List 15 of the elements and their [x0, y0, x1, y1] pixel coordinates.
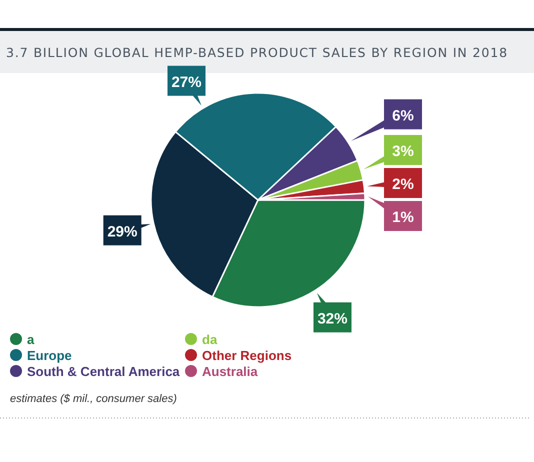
- legend-label: da: [202, 332, 218, 347]
- data-label: 29%: [107, 223, 138, 240]
- data-label: 3%: [392, 143, 414, 160]
- chart-title: 3.7 BILLION GLOBAL HEMP-BASED PRODUCT SALES BY REGION IN 2018: [6, 45, 508, 60]
- legend-label: South & Central America: [27, 364, 180, 379]
- legend-label: Other Regions: [202, 348, 292, 363]
- data-label: 1%: [392, 209, 414, 226]
- legend-label: Europe: [27, 348, 72, 363]
- text: estimates ($ mil., consumer sales): [10, 393, 178, 405]
- data-label: 2%: [392, 176, 414, 193]
- legend-label: Australia: [202, 364, 258, 379]
- data-label: 32%: [317, 310, 348, 328]
- legend-label: a: [27, 332, 35, 347]
- data-label: 27%: [171, 74, 202, 91]
- data-label: 6%: [392, 107, 414, 124]
